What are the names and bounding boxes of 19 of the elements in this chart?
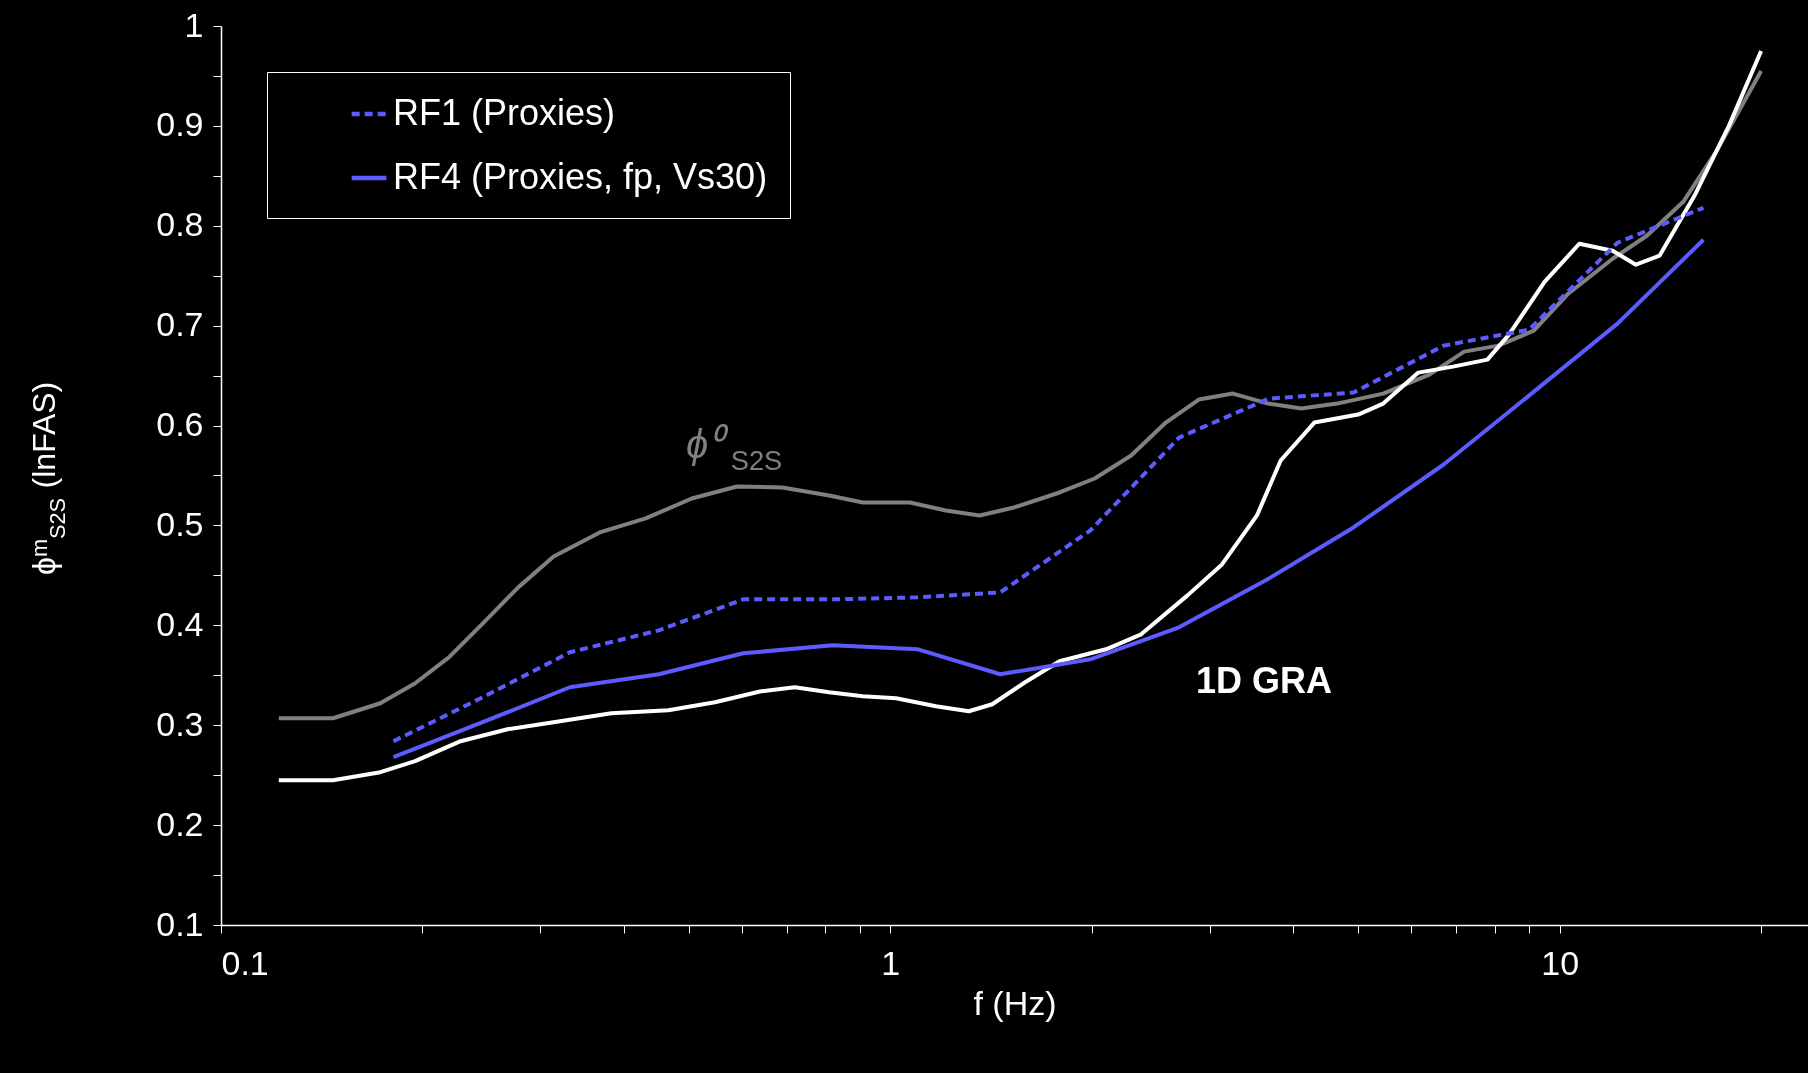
annotation: 1D GRA [1195,660,1333,701]
y-tick-label: 0.5 [156,504,204,543]
y-tick-label: 0.9 [156,105,204,144]
legend-label: RF1 (Proxies) [393,92,616,133]
y-tick-label: 1 [184,5,204,44]
x-tick-label: 1 [881,943,901,982]
y-axis-title: ϕᵐS2S (lnFAS) [26,381,70,575]
legend-label: RF4 (Proxies, fp, Vs30) [393,156,768,197]
x-tick-label: 10 [1541,943,1580,982]
y-tick-label: 0.4 [156,604,204,643]
y-tick-label: 0.8 [156,205,204,244]
annotation: ϕ⁰S2S [686,422,783,476]
y-tick-label: 0.2 [156,804,204,843]
y-tick-label: 0.3 [156,704,204,743]
y-tick-label: 0.7 [156,305,204,344]
x-axis-title: f (Hz) [973,983,1057,1022]
y-tick-label: 0.6 [156,405,204,444]
y-tick-label: 0.1 [156,904,204,943]
x-tick-label: 0.1 [221,943,269,982]
